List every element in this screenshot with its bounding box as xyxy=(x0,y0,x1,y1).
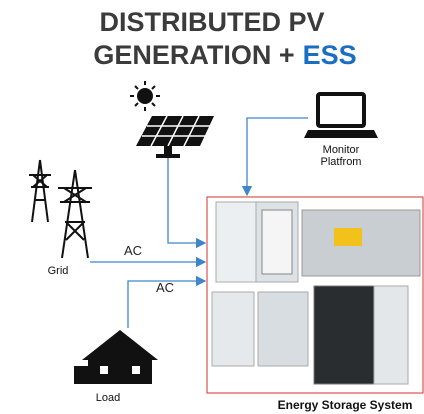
solar-panel-icon xyxy=(136,116,214,158)
diagram: DISTRIBUTED PV GENERATION + ESS Monitor P… xyxy=(0,0,424,414)
title-line-1: DISTRIBUTED PV xyxy=(99,7,324,37)
ess-equipment xyxy=(212,202,420,384)
house-icon xyxy=(74,330,158,384)
laptop-icon xyxy=(304,94,378,138)
ac-label: AC xyxy=(124,243,142,258)
monitor-label: Monitor xyxy=(323,144,360,156)
ess-label: Energy Storage System xyxy=(278,398,413,412)
ac-label: AC xyxy=(156,280,174,295)
sun-icon xyxy=(130,81,160,111)
title-line-2: GENERATION + ESS xyxy=(93,40,356,70)
load-label: Load xyxy=(96,392,120,404)
monitor-wire xyxy=(247,118,308,195)
monitor-label: Platfrom xyxy=(321,156,362,168)
pv-wire xyxy=(168,158,205,243)
grid-label: Grid xyxy=(48,265,69,277)
title-text: GENERATION + xyxy=(93,40,294,70)
title-highlight: ESS xyxy=(303,40,357,70)
pylon-icon xyxy=(29,160,92,258)
